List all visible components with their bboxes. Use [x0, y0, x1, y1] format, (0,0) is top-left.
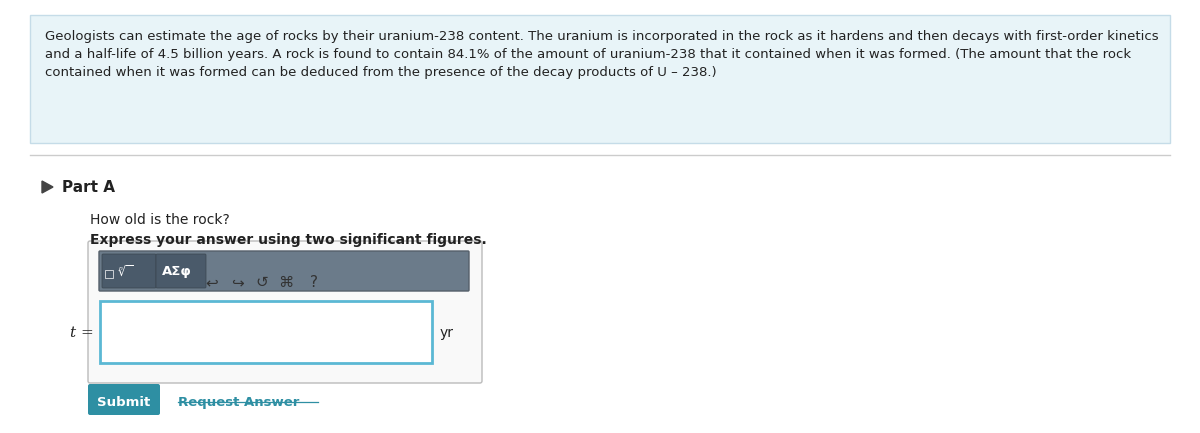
Text: contained when it was formed can be deduced from the presence of the decay produ: contained when it was formed can be dedu…: [46, 66, 716, 79]
Text: AΣφ: AΣφ: [162, 265, 192, 278]
Polygon shape: [42, 181, 53, 193]
Text: and a half-life of 4.5 billion years. A rock is found to contain 84.1% of the am: and a half-life of 4.5 billion years. A …: [46, 48, 1132, 61]
Text: ⌘: ⌘: [278, 275, 294, 290]
FancyBboxPatch shape: [102, 254, 156, 288]
Text: t =: t =: [71, 326, 94, 340]
Text: ↩: ↩: [205, 275, 218, 290]
Text: Geologists can estimate the age of rocks by their uranium-238 content. The urani: Geologists can estimate the age of rocks…: [46, 30, 1159, 43]
FancyBboxPatch shape: [30, 15, 1170, 143]
Text: ↪: ↪: [232, 275, 245, 290]
Text: Express your answer using two significant figures.: Express your answer using two significan…: [90, 233, 487, 247]
FancyBboxPatch shape: [106, 270, 113, 278]
FancyBboxPatch shape: [98, 251, 469, 291]
Text: ?: ?: [310, 275, 318, 290]
Text: How old is the rock?: How old is the rock?: [90, 213, 229, 227]
Text: Request Answer: Request Answer: [178, 396, 299, 409]
FancyBboxPatch shape: [88, 384, 160, 415]
FancyBboxPatch shape: [100, 301, 432, 363]
Text: Submit: Submit: [97, 396, 151, 409]
FancyBboxPatch shape: [156, 254, 206, 288]
Text: Part A: Part A: [62, 180, 115, 195]
Text: $\sqrt[n]{\,}$: $\sqrt[n]{\,}$: [118, 265, 133, 280]
FancyBboxPatch shape: [88, 241, 482, 383]
Text: yr: yr: [440, 326, 454, 340]
Text: ↺: ↺: [256, 275, 269, 290]
